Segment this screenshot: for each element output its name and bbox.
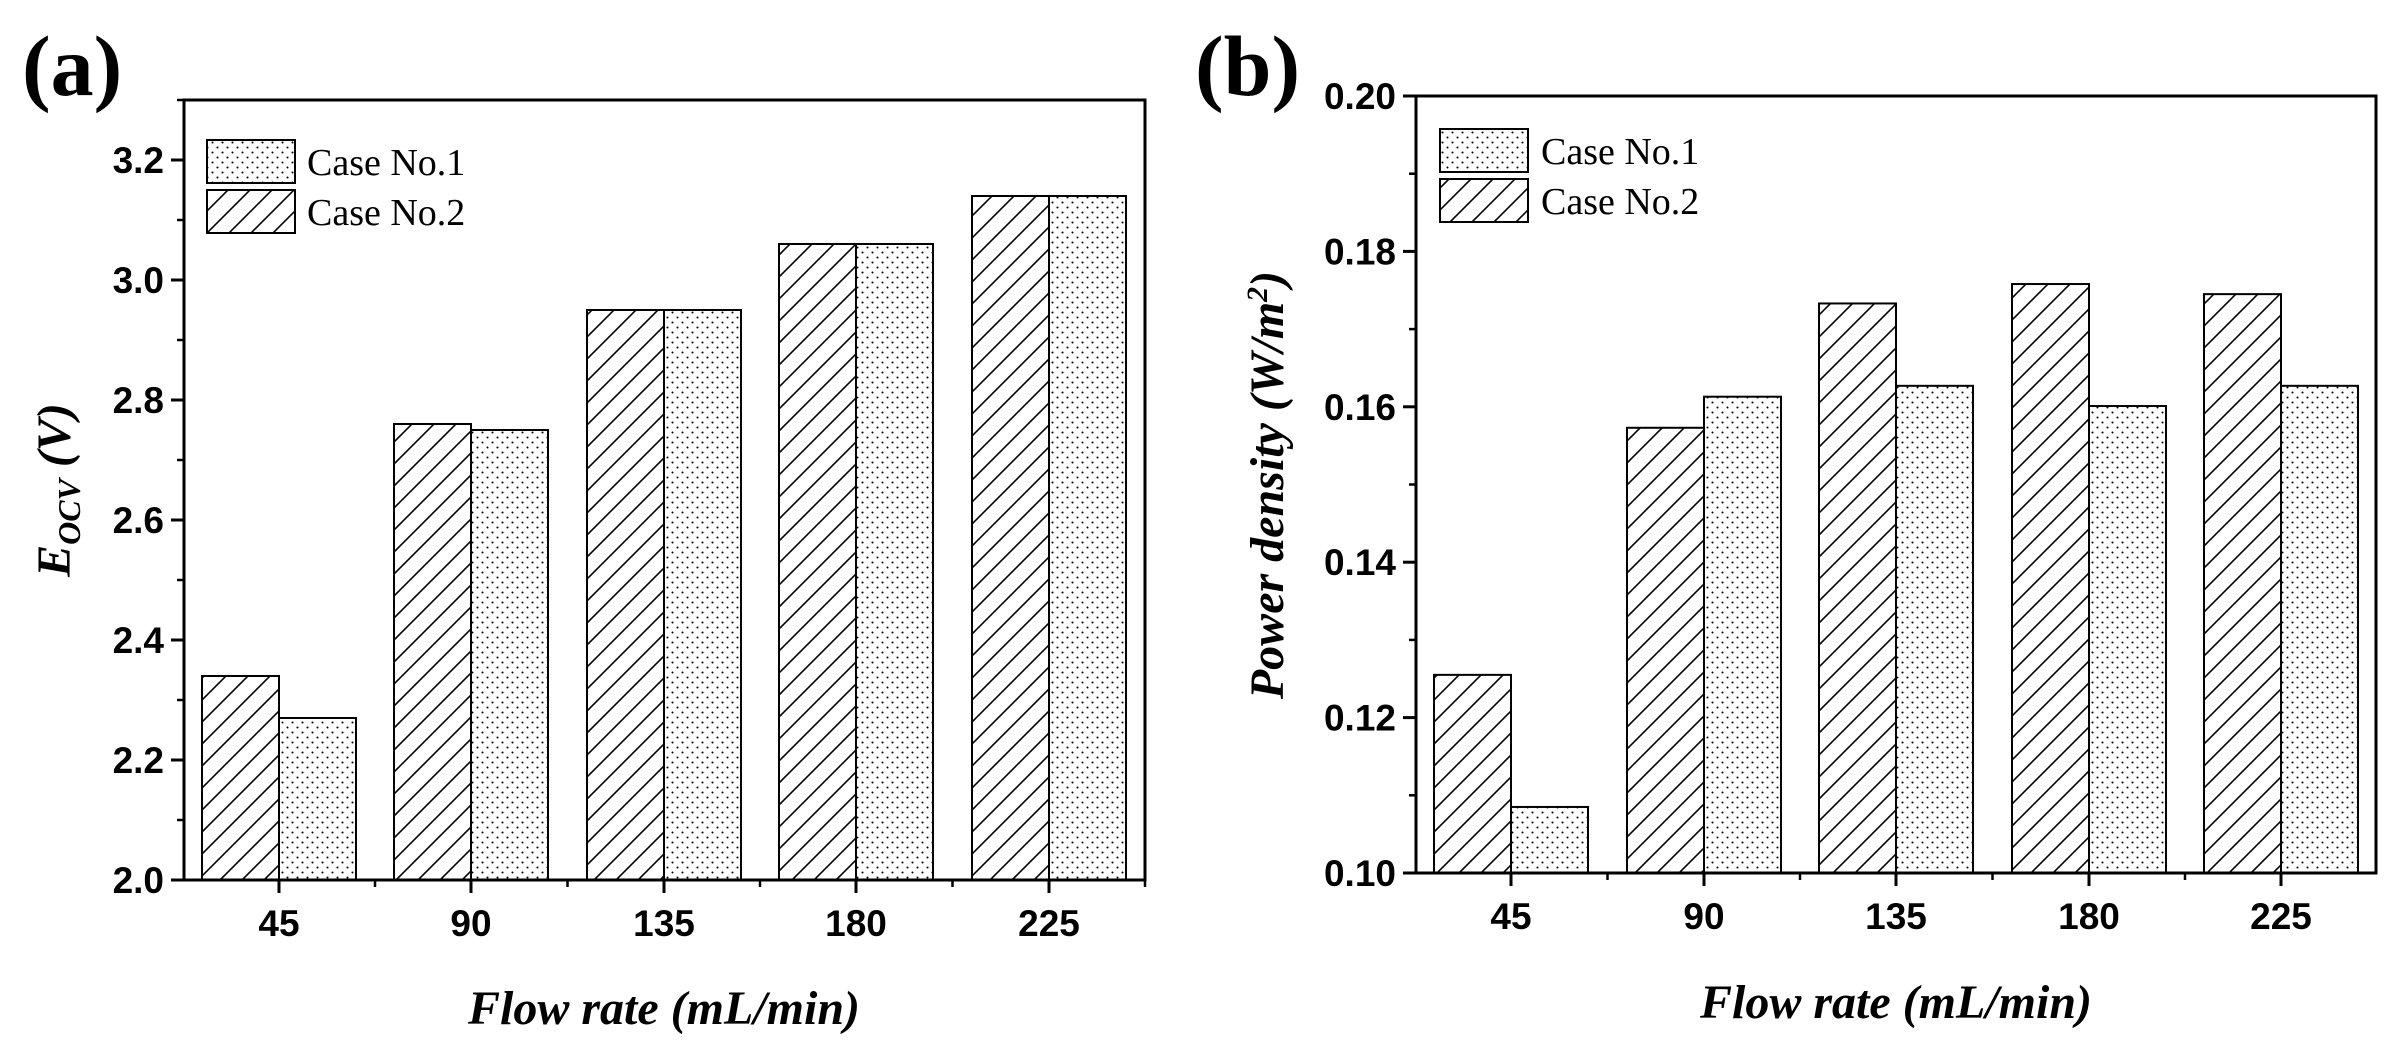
bar-panel-b-case2-135: [1818, 302, 1897, 875]
y-tick-label: 0.16: [1324, 387, 1396, 428]
legend-swatch-case2: [1439, 178, 1529, 223]
bar-panel-b-case1-135: [1895, 384, 1974, 874]
bar-panel-a-case1-45: [278, 717, 357, 881]
bar-panel-a-case2-90: [393, 423, 472, 881]
y-tick-label: 3.2: [113, 140, 164, 181]
panel-a-bars: [201, 195, 1127, 881]
bar-panel-b-case2-225: [2203, 293, 2282, 874]
panel-a-y-title-unit: (V): [28, 403, 81, 479]
legend-swatch-case1: [1439, 128, 1529, 173]
x-tick-label: 135: [1865, 896, 1927, 937]
panel-b-y-title-main: Power density (W/m: [1241, 302, 1294, 700]
legend-label-case1: Case No.1: [307, 142, 465, 184]
y-tick-label: 2.4: [113, 620, 165, 661]
panel-b-legend: Case No.1 Case No.2: [1439, 128, 1699, 223]
bar-panel-b-case1-45: [1510, 805, 1589, 875]
bar-panel-a-case2-225: [971, 195, 1050, 881]
y-tick-label: 2.8: [113, 380, 164, 421]
panel-a-ticks: 2.0 2.2 2.4 2.6 2.8 3.0 3.2 45 90 135 180 225: [113, 98, 1147, 944]
legend-label-case1: Case No.1: [1541, 131, 1699, 173]
y-tick-label: 0.12: [1324, 698, 1396, 739]
panel-a-legend: Case No.1 Case No.2: [206, 139, 465, 234]
panel-a-label: (a): [22, 18, 122, 114]
bar-panel-b-case2-90: [1626, 426, 1705, 874]
y-tick-label: 2.6: [113, 500, 164, 541]
y-tick-label: 0.18: [1324, 231, 1396, 272]
x-tick-label: 90: [1683, 896, 1724, 937]
y-tick-label: 0.20: [1324, 76, 1396, 117]
x-tick-label: 45: [1490, 896, 1531, 937]
y-tick-label: 0.14: [1324, 542, 1396, 583]
bar-panel-a-case2-180: [778, 243, 857, 881]
bar-panel-a-case1-180: [855, 243, 934, 881]
legend-label-case2: Case No.2: [1541, 181, 1699, 223]
bar-panel-b-case2-180: [2011, 283, 2090, 874]
bar-panel-a-case1-225: [1048, 195, 1127, 881]
bar-panel-a-case2-45: [201, 675, 280, 881]
x-tick-label: 135: [633, 903, 695, 944]
y-tick-label: 0.10: [1324, 853, 1396, 894]
panel-a: (a) 2.0 2.2 2.4 2.6 2.8 3.0 3.2 45 90 135 180 225 C…: [22, 18, 1147, 1035]
legend-swatch-case2: [206, 189, 296, 234]
x-tick-label: 180: [825, 903, 887, 944]
panel-b-y-title-sup: 2: [1241, 287, 1274, 303]
x-tick-label: 225: [1018, 903, 1080, 944]
panel-b-label: (b): [1195, 18, 1300, 114]
panel-a-y-axis-title: EOCV (V): [28, 403, 87, 578]
legend-label-case2: Case No.2: [307, 192, 465, 234]
bar-panel-b-case1-180: [2088, 405, 2167, 874]
y-tick-label: 2.2: [113, 740, 164, 781]
bar-panel-b-case1-225: [2280, 384, 2359, 874]
bar-panel-b-case1-90: [1703, 395, 1782, 874]
panel-b-x-axis-title: Flow rate (mL/min): [1699, 976, 2092, 1029]
panel-a-x-axis-title: Flow rate (mL/min): [467, 982, 860, 1035]
y-tick-label: 3.0: [113, 260, 164, 301]
panel-b-y-axis-title: Power density (W/m2): [1241, 271, 1294, 700]
x-tick-label: 90: [450, 903, 491, 944]
x-tick-label: 180: [2058, 896, 2120, 937]
panel-a-y-title-main: E: [28, 545, 81, 578]
bar-panel-a-case1-90: [470, 429, 549, 881]
panel-b-y-title-end: ): [1241, 271, 1294, 291]
panel-b-bars: [1433, 283, 2359, 875]
y-tick-label: 2.0: [113, 860, 164, 901]
x-tick-label: 225: [2250, 896, 2312, 937]
bar-panel-b-case2-45: [1433, 673, 1512, 874]
panel-a-y-title-sub: OCV: [51, 476, 87, 544]
bar-panel-a-case1-135: [663, 309, 742, 881]
panel-b-ticks: 0.10 0.12 0.14 0.16 0.18 0.20 45 90 135 180 225: [1324, 76, 2312, 937]
x-tick-label: 45: [258, 903, 299, 944]
bar-panel-a-case2-135: [586, 309, 665, 881]
legend-swatch-case1: [206, 139, 296, 184]
